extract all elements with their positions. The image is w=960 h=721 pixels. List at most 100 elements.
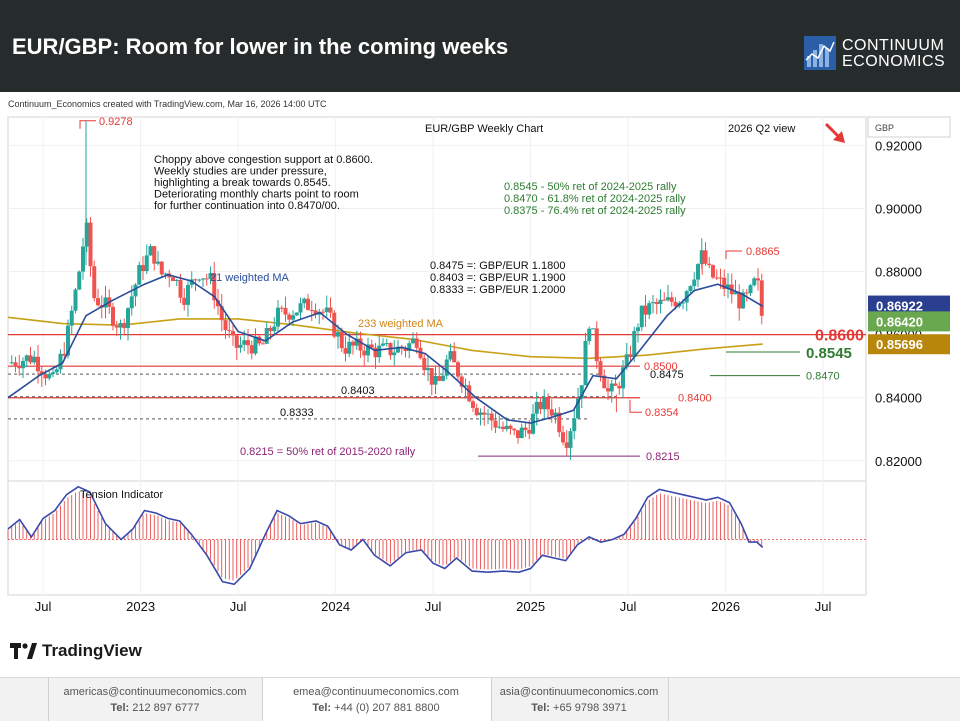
- commentary-line: Deteriorating monthly charts point to ro…: [154, 189, 359, 201]
- candle-body: [182, 297, 187, 305]
- candle-body: [688, 286, 693, 292]
- candle-body: [377, 345, 382, 358]
- candle-body: [651, 302, 655, 304]
- price-badge-label: 0.85696: [876, 337, 923, 352]
- candle-body: [328, 307, 333, 313]
- level-label: 0.8333: [280, 407, 314, 419]
- footer-tel-label: Tel:: [312, 702, 332, 714]
- candle-body: [126, 308, 130, 328]
- y-tick-label: 0.92000: [875, 138, 922, 153]
- ma233-line: [7, 316, 763, 360]
- candle-body: [512, 428, 517, 431]
- candle-body: [527, 429, 532, 434]
- level-label: 0.8400: [678, 393, 712, 405]
- candle-body: [437, 376, 442, 381]
- candle-body: [452, 351, 457, 363]
- commentary-line: highlighting a break towards 0.8545.: [154, 177, 331, 189]
- candle-body: [276, 307, 280, 327]
- candle-body: [714, 277, 719, 279]
- candle-body: [186, 284, 190, 305]
- x-tick-label: 2024: [321, 599, 350, 614]
- candle-body: [591, 328, 595, 330]
- tradingview-logo[interactable]: TradingView: [10, 640, 150, 662]
- candle-body: [268, 327, 273, 332]
- candle-body: [88, 222, 93, 267]
- candle-body: [583, 341, 588, 386]
- candle-body: [122, 322, 127, 328]
- candle-body: [208, 273, 213, 279]
- candle-body: [193, 279, 198, 281]
- candle-body: [733, 292, 738, 295]
- candle-body: [426, 368, 430, 371]
- candle-body: [493, 420, 498, 428]
- conversion-line: 0.8475 =: GBP/EUR 1.1800: [430, 260, 565, 272]
- logo-line1: CONTINUUM: [842, 37, 945, 54]
- footer-email-asia[interactable]: asia@continuumeconomics.com: [499, 686, 659, 698]
- eurgbp-chart[interactable]: Jul 2023 Jul 2024 Jul 2025 Jul 2026 Jul 0.92000 0.…: [0, 112, 960, 630]
- candle-body: [553, 412, 558, 416]
- candle-body: [621, 367, 625, 389]
- candle-body: [407, 343, 412, 351]
- fib-2015-label: 0.8215 = 50% ret of 2015-2020 rally: [240, 446, 416, 458]
- candle-body: [141, 265, 145, 272]
- candle-body: [62, 353, 67, 356]
- indicator-signal-line: [7, 485, 764, 586]
- y-tick-label: 0.88000: [875, 265, 922, 280]
- footer-tel-emea: Tel: +44 (0) 207 881 8800: [262, 702, 490, 714]
- candle-body: [422, 358, 427, 371]
- candle-body: [647, 303, 652, 315]
- footer-emea: emea@continuumeconomics.com Tel: +44 (0)…: [262, 678, 490, 721]
- candle-body: [279, 307, 284, 309]
- candle-body: [433, 376, 438, 385]
- price-badge-label: 0.86922: [876, 299, 923, 314]
- candle-body: [516, 430, 520, 439]
- candle-body: [606, 388, 610, 392]
- ma21-polyline: [7, 273, 764, 424]
- candle-body: [114, 325, 119, 328]
- commentary-line: Choppy above congestion support at 0.860…: [154, 154, 373, 166]
- candle-body: [752, 278, 757, 286]
- candle-body: [133, 284, 138, 297]
- level-label: 0.8470: [806, 371, 840, 383]
- candle-body: [118, 322, 123, 328]
- candle-body: [219, 306, 224, 321]
- candle-body: [474, 407, 479, 416]
- candle-body: [351, 341, 355, 346]
- candle-body: [459, 376, 464, 387]
- candle-body: [411, 338, 415, 344]
- candle-body: [707, 263, 712, 266]
- candle-body: [24, 355, 29, 361]
- candle-body: [336, 332, 340, 337]
- candle-body: [324, 307, 329, 312]
- candle-body: [92, 266, 97, 299]
- x-tick-label: 2026: [711, 599, 740, 614]
- candle-body: [711, 265, 715, 278]
- candle-body: [159, 261, 164, 275]
- footer-tel-number: +65 9798 3971: [553, 702, 627, 714]
- candle-body: [373, 347, 378, 358]
- candle-body: [242, 340, 247, 345]
- candle-body: [561, 432, 565, 443]
- footer-email-americas[interactable]: americas@continuumeconomics.com: [63, 686, 247, 698]
- candle-body: [163, 273, 168, 275]
- candle-body: [156, 261, 160, 264]
- horizontal-levels: [8, 334, 866, 457]
- candle-body: [81, 246, 85, 272]
- continuum-logo[interactable]: CONTINUUM ECONOMICS: [804, 36, 954, 76]
- candle-body: [448, 351, 453, 360]
- footer-email-emea[interactable]: emea@continuumeconomics.com: [293, 686, 459, 698]
- candle-body: [718, 277, 723, 279]
- candle-body: [234, 335, 239, 348]
- candle-body: [703, 250, 708, 264]
- candle-body: [444, 359, 449, 376]
- candle-body: [441, 375, 445, 381]
- conversion-line: 0.8403 =: GBP/EUR 1.1900: [430, 272, 565, 284]
- footer-separator: [48, 678, 49, 721]
- candle-body: [358, 338, 363, 351]
- footer-tel-number: +44 (0) 207 881 8800: [334, 702, 440, 714]
- footer-americas: americas@continuumeconomics.com Tel: 212…: [48, 678, 262, 721]
- candle-body: [51, 372, 55, 375]
- candle-body: [456, 362, 460, 377]
- candle-body: [429, 368, 434, 385]
- candle-body: [486, 413, 490, 415]
